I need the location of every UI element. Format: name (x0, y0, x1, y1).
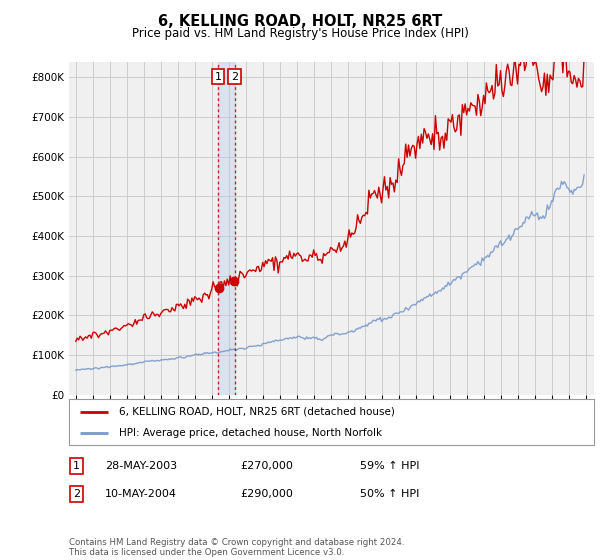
Bar (218, 62, 235, 395)
Text: 28-MAY-2003: 28-MAY-2003 (105, 461, 177, 471)
Text: Price paid vs. HM Land Registry's House Price Index (HPI): Price paid vs. HM Land Registry's House … (131, 27, 469, 40)
Text: 6, KELLING ROAD, HOLT, NR25 6RT: 6, KELLING ROAD, HOLT, NR25 6RT (158, 14, 442, 29)
Text: 2: 2 (231, 72, 238, 82)
Text: 50% ↑ HPI: 50% ↑ HPI (360, 489, 419, 499)
Text: 1: 1 (73, 461, 80, 471)
Text: 6, KELLING ROAD, HOLT, NR25 6RT (detached house): 6, KELLING ROAD, HOLT, NR25 6RT (detache… (119, 407, 395, 417)
Text: £290,000: £290,000 (240, 489, 293, 499)
Text: 2: 2 (73, 489, 80, 499)
Text: 10-MAY-2004: 10-MAY-2004 (105, 489, 177, 499)
Text: 1: 1 (215, 72, 221, 82)
Text: 59% ↑ HPI: 59% ↑ HPI (360, 461, 419, 471)
Text: Contains HM Land Registry data © Crown copyright and database right 2024.
This d: Contains HM Land Registry data © Crown c… (69, 538, 404, 557)
Text: £270,000: £270,000 (240, 461, 293, 471)
Text: HPI: Average price, detached house, North Norfolk: HPI: Average price, detached house, Nort… (119, 428, 382, 438)
